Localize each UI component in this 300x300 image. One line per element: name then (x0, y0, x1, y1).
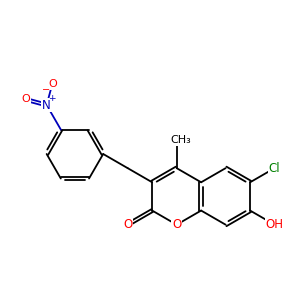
Text: −: − (42, 85, 50, 95)
Text: O: O (123, 218, 132, 231)
Text: O: O (48, 79, 57, 89)
Text: O: O (172, 218, 181, 231)
Text: O: O (21, 94, 30, 104)
Text: CH₃: CH₃ (170, 135, 191, 145)
Text: N: N (42, 98, 51, 112)
Text: OH: OH (266, 218, 284, 231)
Text: Cl: Cl (269, 162, 280, 175)
Text: +: + (48, 94, 56, 103)
